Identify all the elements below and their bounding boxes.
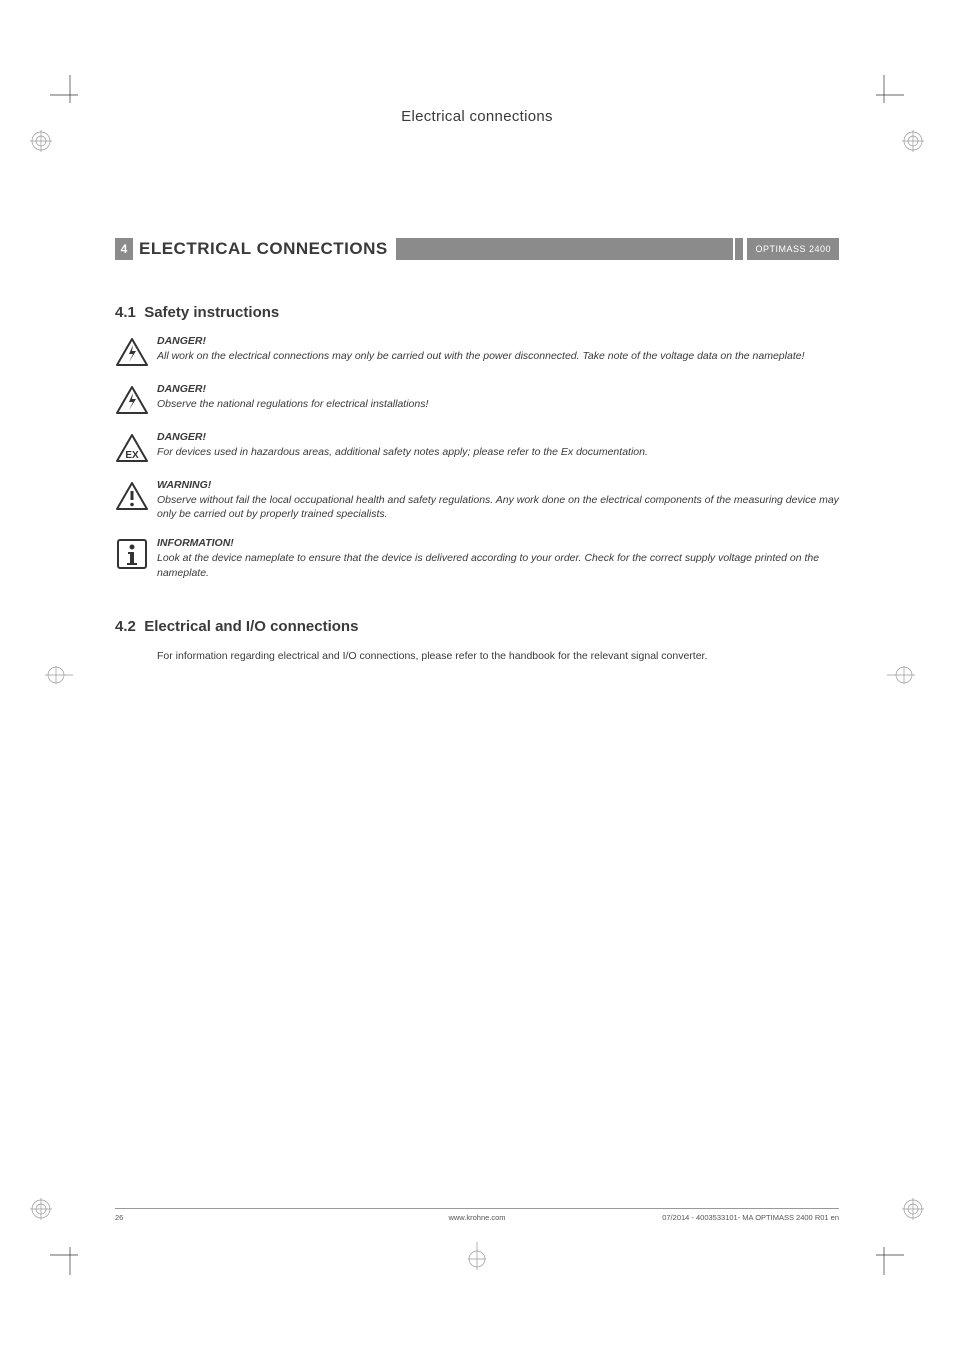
note-body: Observe the national regulations for ele… (157, 397, 839, 411)
section-name: Safety instructions (144, 304, 279, 321)
danger-ex-icon: EX (115, 431, 153, 463)
section-num: 4.2 (115, 618, 136, 635)
reg-mark-br (902, 1198, 924, 1220)
reg-mark-tl (30, 130, 52, 152)
note-heading: DANGER! (157, 335, 839, 347)
danger-bolt-icon (115, 383, 153, 415)
danger-note-ex: EX DANGER! For devices used in hazardous… (115, 431, 839, 463)
page-number: 26 (115, 1213, 123, 1222)
reg-mark-bl (30, 1198, 52, 1220)
chapter-title: ELECTRICAL CONNECTIONS (133, 238, 396, 260)
section-name: Electrical and I/O connections (144, 618, 358, 635)
note-body: Look at the device nameplate to ensure t… (157, 551, 839, 579)
fold-mark-l (45, 664, 67, 686)
crop-mark-tr (864, 75, 904, 115)
body-paragraph: For information regarding electrical and… (157, 649, 839, 664)
product-name: OPTIMASS 2400 (747, 238, 839, 260)
note-heading: INFORMATION! (157, 537, 839, 549)
note-heading: WARNING! (157, 479, 839, 491)
danger-note-1: DANGER! All work on the electrical conne… (115, 335, 839, 367)
section-4-1-title: 4.1 Safety instructions (115, 304, 839, 321)
svg-text:EX: EX (125, 450, 139, 461)
section-4-2-title: 4.2 Electrical and I/O connections (115, 618, 839, 635)
note-body: Observe without fail the local occupatio… (157, 493, 839, 521)
chapter-number: 4 (115, 238, 133, 260)
note-body: For devices used in hazardous areas, add… (157, 445, 839, 459)
info-icon (115, 537, 153, 569)
crop-mark-bl (50, 1235, 90, 1275)
information-note: INFORMATION! Look at the device nameplat… (115, 537, 839, 579)
note-heading: DANGER! (157, 383, 839, 395)
note-body: All work on the electrical connections m… (157, 349, 839, 363)
page-footer: 26 www.krohne.com 07/2014 - 4003533101- … (115, 1208, 839, 1222)
crop-mark-br (864, 1235, 904, 1275)
crop-mark-tl (50, 75, 90, 115)
note-heading: DANGER! (157, 431, 839, 443)
warning-icon (115, 479, 153, 511)
fold-mark-r (887, 664, 909, 686)
fold-mark-bottom (466, 1242, 488, 1270)
footer-url: www.krohne.com (448, 1213, 505, 1222)
chapter-header: 4 ELECTRICAL CONNECTIONS OPTIMASS 2400 (115, 238, 839, 260)
page-content: Electrical connections 4 ELECTRICAL CONN… (115, 108, 839, 663)
warning-note: WARNING! Observe without fail the local … (115, 479, 839, 521)
danger-note-2: DANGER! Observe the national regulations… (115, 383, 839, 415)
danger-bolt-icon (115, 335, 153, 367)
section-num: 4.1 (115, 304, 136, 321)
footer-doc-id: 07/2014 - 4003533101- MA OPTIMASS 2400 R… (662, 1213, 839, 1222)
reg-mark-tr (902, 130, 924, 152)
chapter-bar (396, 238, 744, 260)
running-head: Electrical connections (115, 108, 839, 125)
